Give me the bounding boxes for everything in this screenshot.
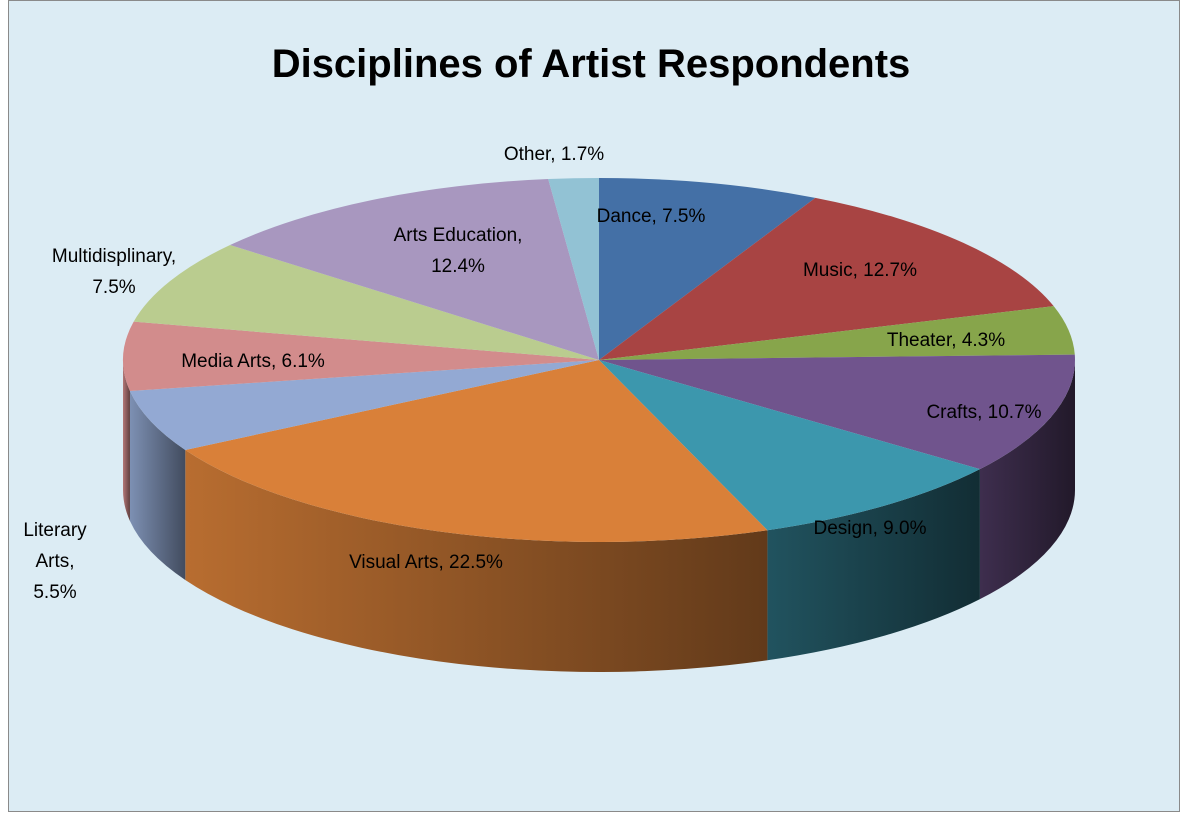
data-label-other: Other, 1.7% (504, 144, 604, 165)
data-label-dance: Dance, 7.5% (597, 206, 706, 227)
data-label-visual-arts: Visual Arts, 22.5% (349, 552, 503, 573)
pie-slice-theater (599, 306, 1075, 360)
pie-slice-visual-arts (185, 360, 768, 543)
pie-side-visual-arts (185, 450, 768, 672)
pie-slice-dance (599, 178, 816, 360)
pie-side-crafts (979, 360, 1075, 600)
data-label-multidisplinary: Multidisplinary, 7.5% (52, 246, 176, 298)
pie-slice-multidisplinary (133, 244, 599, 360)
data-label-arts-education: Arts Education, 12.4% (394, 225, 523, 277)
data-label-design: Design, 9.0% (813, 518, 926, 539)
data-label-literary-arts: Literary Arts, 5.5% (23, 520, 87, 603)
data-label-crafts: Crafts, 10.7% (926, 402, 1041, 423)
pie-slice-arts-education (230, 179, 599, 360)
data-label-theater: Theater, 4.3% (887, 330, 1005, 351)
chart-title: Disciplines of Artist Respondents (271, 42, 911, 86)
pie-side-media-arts (123, 360, 130, 522)
pie-slice-literary-arts (129, 360, 600, 451)
pie-slice-music (599, 197, 1054, 360)
pie-slice-crafts (599, 354, 1075, 470)
pie-slice-design (599, 360, 980, 531)
pie-slice-media-arts (122, 321, 599, 392)
pie-slice-other (548, 178, 599, 360)
data-label-music: Music, 12.7% (803, 260, 917, 281)
pie-side-design (767, 469, 980, 661)
pie-side-literary-arts (129, 391, 186, 581)
data-label-media-arts: Media Arts, 6.1% (181, 351, 325, 372)
